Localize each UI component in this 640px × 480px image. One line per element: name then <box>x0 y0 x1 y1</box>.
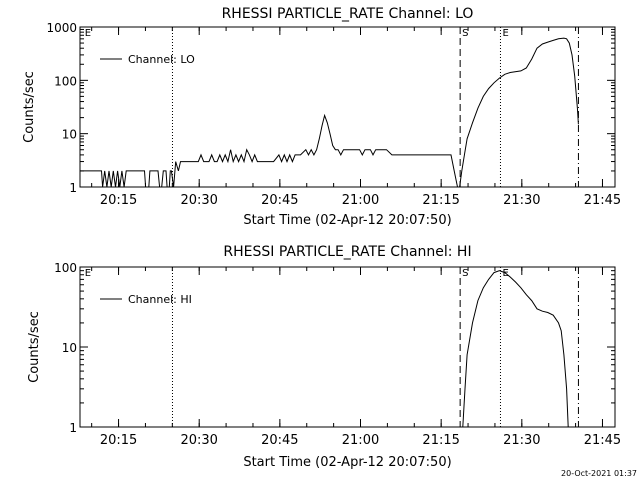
y-axis-label: Counts/sec <box>27 311 42 383</box>
marker-label: E <box>502 28 508 39</box>
chart-title: RHESSI PARTICLE_RATE Channel: HI <box>223 244 471 260</box>
y-tick-label: 1 <box>69 421 77 435</box>
footer-timestamp: 20-Oct-2021 01:37 <box>561 469 637 478</box>
plot-frame <box>79 266 616 428</box>
series-line <box>80 37 579 188</box>
legend-label: Channel: HI <box>128 293 192 306</box>
x-tick-label: 21:30 <box>503 433 540 448</box>
x-tick-label: 20:15 <box>100 193 137 208</box>
y-tick-label: 10 <box>62 128 77 142</box>
x-axis-label: Start Time (02-Apr-12 20:07:50) <box>243 455 451 470</box>
x-axis-label: Start Time (02-Apr-12 20:07:50) <box>243 213 451 228</box>
y-tick-label: 100 <box>54 261 77 275</box>
x-tick-label: 21:15 <box>422 433 459 448</box>
x-tick-label: 21:00 <box>342 193 379 208</box>
y-tick-label: 10 <box>62 341 77 355</box>
x-tick-label: 20:45 <box>261 193 298 208</box>
flag-label: E <box>85 268 91 279</box>
x-tick-label: 21:45 <box>584 193 621 208</box>
y-tick-label: 1000 <box>46 21 77 35</box>
x-tick-label: 21:30 <box>503 193 540 208</box>
x-tick-label: 20:30 <box>180 193 217 208</box>
y-tick-label: 1 <box>69 181 77 195</box>
marker-label: S <box>462 268 468 279</box>
x-tick-label: 21:00 <box>342 433 379 448</box>
series-line <box>462 270 569 428</box>
y-tick-label: 100 <box>54 74 77 88</box>
chart-title: RHESSI PARTICLE_RATE Channel: LO <box>222 6 474 22</box>
flag-label: E <box>85 28 91 39</box>
x-tick-label: 20:30 <box>180 433 217 448</box>
x-tick-label: 20:45 <box>261 433 298 448</box>
panel-lo: RHESSI PARTICLE_RATE Channel: LO 1 10 100 10… <box>22 6 621 228</box>
x-tick-label: 21:45 <box>584 433 621 448</box>
y-axis-label: Counts/sec <box>22 71 37 143</box>
x-tick-label: 20:15 <box>100 433 137 448</box>
panel-hi: RHESSI PARTICLE_RATE Channel: HI 1 10 100 20… <box>27 244 621 470</box>
legend-label: Channel: LO <box>128 53 195 66</box>
marker-label: S <box>462 28 468 39</box>
plot-frame <box>79 26 616 188</box>
x-tick-label: 21:15 <box>422 193 459 208</box>
